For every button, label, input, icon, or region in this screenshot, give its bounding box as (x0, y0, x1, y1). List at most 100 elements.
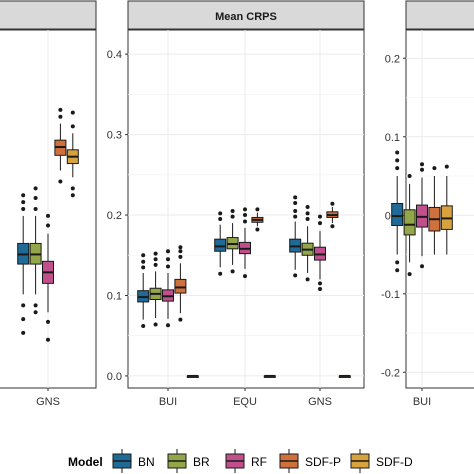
outlier-point (178, 254, 183, 259)
panel-strip (0, 0, 97, 30)
outlier-point (230, 209, 235, 214)
category-equ (214, 207, 276, 378)
box-sdf-p (54, 107, 67, 184)
legend-label: SDF-P (305, 455, 341, 469)
legend-label: RF (251, 455, 267, 469)
box-bn (17, 193, 30, 335)
outlier-point (444, 164, 449, 169)
box-sdf-d (263, 374, 276, 378)
legend-entries: BN BR RF SDF-P SDF-D (112, 449, 413, 473)
box-br (149, 251, 162, 327)
outlier-point (305, 211, 310, 216)
outlier-point (255, 227, 260, 232)
box-sdf-p (174, 245, 187, 322)
outlier-point (318, 281, 322, 286)
box-rf (239, 207, 251, 279)
outlier-point (58, 114, 63, 119)
x-tick-label: GNS (308, 396, 332, 408)
legend-entry-bn: BN (112, 449, 155, 473)
panel-strip (405, 0, 474, 30)
box-rf (416, 162, 428, 269)
box-bn (137, 253, 150, 329)
outlier-point (305, 277, 310, 282)
outlier-point (178, 249, 183, 254)
box-sdf-d (186, 374, 199, 378)
outlier-point (21, 200, 26, 205)
outlier-point (21, 317, 26, 322)
outlier-point (330, 201, 335, 206)
box-body (214, 238, 227, 252)
panel-1: GNS (0, 0, 97, 408)
box-bn (289, 195, 302, 278)
outlier-point (21, 207, 26, 211)
outlier-point (33, 195, 38, 200)
outlier-point (218, 271, 223, 276)
outlier-point (58, 107, 63, 112)
outlier-point (230, 269, 235, 274)
outlier-point (432, 166, 437, 171)
box-sdf-p (428, 166, 441, 255)
outlier-point (141, 324, 146, 329)
outlier-point (46, 223, 50, 228)
legend-entry-sdf-d: SDF-D (350, 449, 413, 473)
box-br (226, 209, 239, 274)
box-bn (391, 150, 404, 273)
y-tick-label: 0.2 (385, 53, 400, 65)
outlier-point (420, 162, 424, 167)
outlier-point (166, 323, 170, 328)
legend-title: Model (68, 455, 103, 469)
outlier-point (395, 260, 400, 265)
outlier-point (33, 207, 38, 211)
box-rf (162, 249, 174, 328)
outlier-point (243, 213, 247, 218)
outlier-point (230, 214, 235, 219)
y-tick-label: 0.1 (107, 290, 122, 302)
y-tick-label: 0.3 (107, 130, 122, 142)
outlier-point (70, 110, 75, 115)
legend-label: SDF-D (376, 455, 413, 469)
panel-title: Mean CRPS (215, 11, 277, 23)
y-tick-label: 0.4 (107, 49, 122, 61)
outlier-point (153, 251, 158, 256)
outlier-point (166, 249, 170, 254)
category-gns (289, 195, 351, 378)
legend-label: BN (138, 455, 155, 469)
box-sdf-p (251, 207, 264, 232)
outlier-point (153, 262, 158, 267)
outlier-point (407, 174, 412, 179)
outlier-point (141, 265, 146, 270)
box-sdf-d (440, 164, 453, 255)
outlier-point (70, 124, 75, 129)
legend: Model BN BR RF SDF-P SDF-D (68, 449, 413, 473)
category-gns (17, 107, 79, 342)
outlier-point (153, 257, 158, 262)
outlier-point (318, 221, 322, 226)
box-rf (42, 213, 54, 342)
x-tick-label: EQU (233, 396, 257, 408)
outlier-point (395, 150, 400, 155)
outlier-point (318, 214, 322, 219)
outlier-point (218, 217, 223, 222)
outlier-point (420, 264, 424, 269)
box-body (403, 209, 416, 236)
outlier-point (395, 268, 400, 273)
panel-strip (127, 0, 365, 30)
outlier-point (166, 264, 170, 269)
outlier-point (293, 200, 298, 205)
outlier-point (305, 217, 310, 222)
outlier-point (153, 322, 158, 327)
y-tick-label: -0.2 (381, 367, 400, 379)
outlier-point (293, 273, 298, 278)
x-tick-label: BUI (159, 396, 177, 408)
outlier-point (33, 186, 38, 191)
outlier-point (58, 179, 63, 184)
legend-entry-sdf-p: SDF-P (279, 449, 341, 473)
outlier-point (178, 245, 183, 250)
box-sdf-d (338, 374, 351, 378)
box-br (29, 186, 42, 315)
x-tick-label: GNS (36, 396, 60, 408)
outlier-point (33, 310, 38, 315)
outlier-point (141, 253, 146, 258)
outlier-point (166, 257, 170, 262)
y-tick-label: 0.0 (107, 371, 122, 383)
